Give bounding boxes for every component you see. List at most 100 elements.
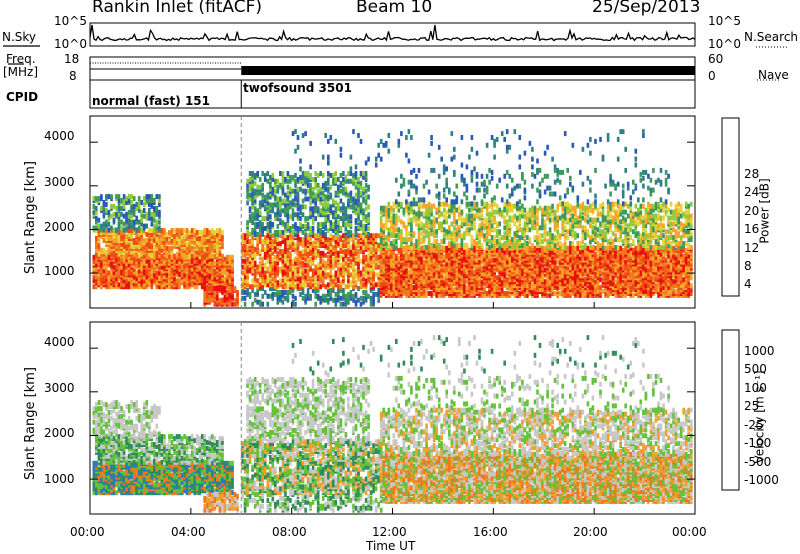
power-cell (216, 254, 219, 260)
power-cell (362, 295, 365, 301)
power-cell (170, 249, 174, 255)
power-cell (263, 235, 267, 241)
power-cell (367, 212, 370, 218)
power-cell (100, 253, 103, 259)
power-cell (258, 260, 262, 266)
power-cell (180, 254, 184, 260)
power-cell (289, 226, 292, 231)
power-cell (306, 295, 310, 301)
power-cell (211, 266, 214, 272)
power-cell (342, 171, 345, 176)
power-cell (195, 239, 199, 245)
power-cell (110, 236, 113, 241)
power-cell (132, 278, 136, 284)
power-cell (92, 196, 96, 202)
power-cell (208, 241, 212, 247)
power-cell (158, 202, 161, 207)
cpid-panel-frame (89, 79, 696, 109)
power-cell (306, 233, 310, 239)
power-cell (271, 266, 275, 272)
power-cell (344, 301, 348, 307)
power-cell (304, 171, 307, 176)
power-cell (332, 256, 335, 262)
power-cell (332, 172, 335, 178)
power-cell (281, 208, 285, 214)
power-cell (314, 264, 317, 270)
power-cell (354, 241, 358, 246)
power-cell (105, 228, 108, 234)
power-cell (342, 233, 345, 239)
power-cell (158, 225, 161, 231)
power-cell (311, 206, 315, 212)
power-cell (258, 200, 262, 206)
power-cell (289, 200, 292, 206)
power-cell (349, 244, 353, 250)
power-cell (145, 238, 149, 243)
power-cell (321, 270, 325, 276)
power-cell (97, 196, 101, 202)
power-cell (357, 233, 360, 239)
power-cell (95, 205, 98, 211)
power-cell (246, 268, 249, 274)
power-cell (117, 282, 121, 288)
power-cell (165, 251, 169, 257)
power-cell (253, 222, 257, 227)
power-cell (150, 243, 154, 249)
power-cell (211, 228, 214, 234)
power-cell (117, 256, 121, 262)
power-cell (145, 251, 149, 257)
power-cell (105, 268, 108, 274)
power-cell (357, 239, 360, 245)
power-ytick-4000: 4000 (44, 129, 75, 143)
power-cell (241, 264, 244, 270)
power-cell (478, 245, 481, 251)
power-cell (347, 192, 350, 198)
power-cell (105, 272, 108, 278)
power-cell (160, 272, 164, 278)
power-cell (327, 237, 330, 243)
power-cell (266, 248, 270, 254)
power-cell (296, 186, 300, 192)
power-cell (372, 258, 375, 264)
power-cell (135, 239, 138, 245)
power-cell (263, 274, 267, 280)
power-cell (354, 280, 358, 286)
power-cell (364, 214, 368, 220)
velocity-cbar-tick-m500: -500 (744, 455, 772, 469)
power-cell (342, 256, 345, 262)
power-cell (248, 239, 252, 245)
power-cell (148, 198, 151, 203)
power-cell (324, 297, 327, 303)
power-cell (122, 198, 126, 203)
power-cell (115, 270, 118, 276)
power-cell (556, 259, 559, 265)
power-cell (95, 215, 98, 221)
power-cell (216, 228, 219, 234)
power-cell (155, 219, 159, 225)
power-cell (296, 233, 300, 239)
power-cell (286, 171, 290, 176)
power-cell (127, 284, 131, 290)
power-cell (263, 172, 267, 178)
power-cell (362, 196, 365, 202)
power-cell (142, 253, 146, 259)
power-cell (140, 200, 143, 205)
power-cell (211, 241, 214, 247)
power-cell (137, 196, 141, 202)
power-cell (206, 251, 209, 257)
power-cell (127, 254, 131, 260)
power-cell (556, 265, 559, 271)
power-cell (258, 210, 262, 216)
power-cell (407, 253, 411, 259)
power-cell (178, 278, 181, 284)
power-ytick-3000: 3000 (44, 175, 75, 189)
station-title: Rankin Inlet (fitACF) (92, 0, 263, 17)
power-cell (309, 172, 312, 178)
power-cell (271, 186, 275, 192)
power-cell (120, 219, 123, 225)
power-cell (334, 190, 338, 196)
power-cell (354, 192, 358, 198)
power-cell (127, 268, 131, 274)
power-cell (173, 280, 176, 286)
power-cell (294, 222, 297, 227)
